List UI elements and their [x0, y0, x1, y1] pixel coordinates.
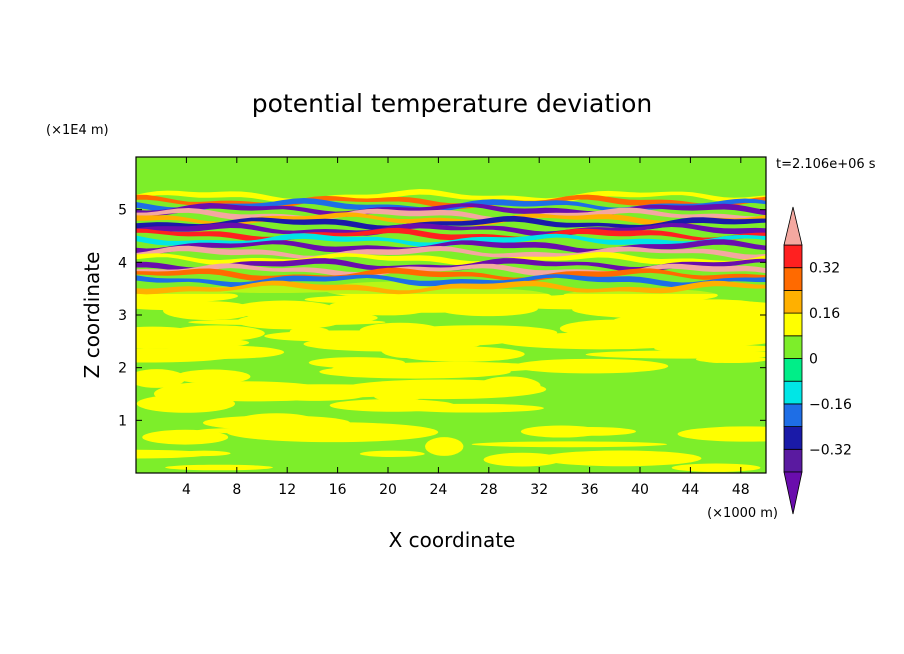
- field-patch: [671, 463, 761, 472]
- field-patch: [303, 336, 481, 352]
- x-tick-label: 44: [681, 482, 699, 498]
- plot-area: [136, 157, 766, 473]
- contour-band: [136, 258, 766, 273]
- field-patch: [227, 305, 386, 318]
- x-tick-label: 28: [480, 482, 498, 498]
- colorbar-tick-label: 0: [809, 352, 818, 368]
- colorbar-segment: [783, 403, 803, 427]
- x-tick-label: 40: [631, 482, 649, 498]
- field-patch: [483, 452, 562, 467]
- field-patch: [520, 425, 602, 438]
- field-patch: [667, 339, 736, 348]
- field-patch: [162, 301, 256, 321]
- colorbar-segment: [783, 380, 803, 405]
- y-tick-label: 5: [118, 203, 127, 219]
- field-patch: [188, 319, 386, 326]
- x-tick-label: 32: [530, 482, 548, 498]
- y-unit-label: (×1E4 m): [46, 123, 109, 138]
- y-tick-label: 2: [118, 361, 127, 377]
- colorbar-segment: [783, 448, 803, 473]
- contour-band: [136, 215, 766, 231]
- y-axis-label: Z coordinate: [80, 252, 104, 379]
- field-patch: [542, 294, 612, 302]
- field-patch: [526, 338, 670, 346]
- colorbar-tick-label: 0.32: [809, 261, 840, 277]
- field-patch: [177, 450, 231, 457]
- x-axis-ticks: 4 8 12 16 20 24 28 32 36 40 44 48: [182, 157, 750, 498]
- x-tick-label: 16: [329, 482, 347, 498]
- contour-band: [136, 245, 766, 261]
- field-patch: [471, 441, 668, 448]
- colorbar-segment: [783, 358, 803, 382]
- y-tick-label: 1: [118, 413, 127, 429]
- colorbar: 0.32 0.16 0 −0.16 −0.32: [783, 206, 852, 515]
- colorbar-tick-label: −0.32: [809, 442, 852, 458]
- x-tick-label: 48: [732, 482, 750, 498]
- field-patch: [202, 415, 351, 431]
- contour-band: [136, 212, 766, 227]
- contour-band: [136, 274, 766, 288]
- x-unit-label: (×1000 m): [707, 506, 778, 521]
- field-patch: [175, 369, 251, 384]
- field-patch: [513, 358, 669, 374]
- field-patch: [540, 450, 702, 467]
- colorbar-segment: [783, 267, 803, 291]
- x-tick-label: 4: [182, 482, 191, 498]
- field-patch: [425, 437, 464, 456]
- field-patch: [314, 391, 354, 397]
- field-patch: [183, 392, 325, 402]
- y-axis-ticks: 1 2 3 4 5: [118, 203, 766, 429]
- colorbar-segment: [783, 244, 803, 269]
- y-tick-label: 4: [118, 255, 127, 271]
- field-patch: [605, 299, 703, 315]
- colorbar-extend-bottom: [783, 471, 803, 515]
- contour-band: [136, 222, 766, 238]
- field-patch: [319, 364, 511, 379]
- field-patch: [136, 348, 237, 363]
- x-tick-label: 12: [278, 482, 296, 498]
- field-patch: [359, 450, 425, 458]
- colorbar-extend-top: [783, 206, 803, 246]
- field-patch: [168, 325, 265, 342]
- field-patch: [136, 369, 186, 388]
- field-patch: [438, 301, 538, 317]
- time-label: t=2.106e+06 s: [776, 157, 876, 172]
- field-patch: [142, 429, 229, 445]
- x-tick-label: 20: [379, 482, 397, 498]
- colorbar-tick-label: −0.16: [809, 397, 852, 413]
- colorbar-segment: [783, 335, 803, 359]
- chart-title: potential temperature deviation: [252, 89, 652, 118]
- x-tick-label: 36: [581, 482, 599, 498]
- field-patch: [677, 426, 766, 442]
- x-tick-label: 24: [429, 482, 447, 498]
- x-axis-label: X coordinate: [389, 528, 516, 552]
- contour-band: [136, 280, 766, 295]
- contour-band: [136, 233, 766, 248]
- y-tick-label: 3: [118, 308, 127, 324]
- field-patch: [717, 313, 766, 333]
- field-patch: [165, 464, 273, 471]
- colorbar-tick-label: 0.16: [809, 306, 840, 322]
- contour-band: [136, 194, 766, 209]
- x-tick-label: 8: [232, 482, 241, 498]
- colorbar-segment: [783, 312, 803, 337]
- colorbar-segment: [783, 426, 803, 450]
- field-patch: [329, 399, 456, 412]
- colorbar-segment: [783, 289, 803, 314]
- field-patch: [339, 379, 547, 400]
- field-patch: [695, 355, 766, 364]
